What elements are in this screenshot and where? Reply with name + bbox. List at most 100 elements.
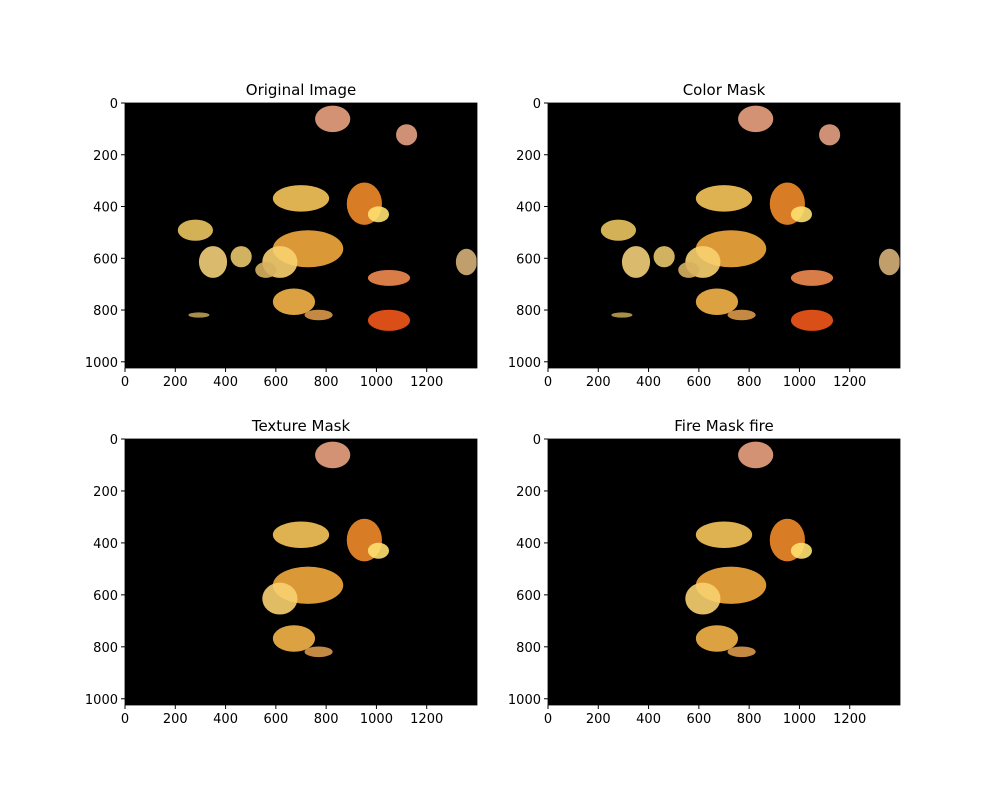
image-region: [304, 646, 333, 658]
y-tick-label: 400: [93, 537, 118, 552]
y-tick-label: 600: [93, 252, 118, 267]
x-tick-label: 1200: [833, 712, 866, 727]
image-region: [790, 309, 834, 331]
image-region: [727, 646, 756, 658]
image-region: [790, 269, 834, 286]
image-region: [621, 246, 651, 278]
image-region: [198, 246, 228, 278]
subplot-title: Fire Mask fire: [674, 417, 773, 435]
y-tick-label: 0: [110, 97, 118, 112]
image-region: [272, 625, 316, 652]
image-region: [177, 219, 213, 241]
y-tick-label: 1000: [85, 693, 118, 708]
y-tick-label: 200: [516, 149, 541, 164]
image-region: [790, 206, 812, 223]
subplot-title: Texture Mask: [251, 417, 351, 435]
image-region: [678, 262, 700, 278]
x-tick-label: 800: [314, 712, 339, 727]
x-tick-label: 800: [737, 375, 762, 390]
image-region: [367, 206, 389, 223]
axes-frame: [547, 102, 901, 369]
image-region: [188, 312, 210, 318]
x-tick-label: 200: [586, 712, 611, 727]
image-region: [738, 105, 774, 133]
image-region: [695, 521, 753, 549]
y-tick-label: 600: [516, 252, 541, 267]
y-tick-label: 0: [110, 433, 118, 448]
y-tick-label: 0: [533, 97, 541, 112]
image-region: [367, 269, 411, 286]
y-tick-label: 1000: [508, 693, 541, 708]
y-tick-label: 0: [533, 433, 541, 448]
subplot: Original Image 0 200 400 600 800 1000 1200 0 200 4…: [85, 81, 478, 390]
image-region: [695, 625, 739, 652]
y-tick-label: 800: [93, 641, 118, 656]
image-region: [738, 441, 774, 469]
x-tick-label: 200: [586, 375, 611, 390]
x-tick-label: 1200: [410, 375, 443, 390]
x-tick-label: 1000: [360, 712, 393, 727]
image-region: [262, 582, 298, 615]
x-tick-label: 600: [686, 375, 711, 390]
image-region: [790, 542, 812, 559]
y-tick-label: 600: [516, 589, 541, 604]
y-tick-label: 400: [93, 201, 118, 216]
image-region: [255, 262, 277, 278]
axes-frame: [547, 438, 901, 706]
x-tick-label: 0: [544, 375, 552, 390]
y-tick-label: 1000: [85, 356, 118, 371]
x-tick-label: 800: [737, 712, 762, 727]
x-tick-label: 0: [544, 712, 552, 727]
y-tick-label: 400: [516, 201, 541, 216]
image-region: [230, 246, 252, 268]
subplot-title: Color Mask: [683, 81, 766, 99]
axes-frame: [124, 102, 478, 369]
subplot: Texture Mask 0 200 400 600 800 1000 1200 0 200 400…: [85, 417, 478, 727]
axes-frame: [124, 438, 478, 706]
image-region: [315, 441, 351, 469]
x-tick-label: 400: [213, 712, 238, 727]
y-tick-label: 800: [516, 641, 541, 656]
x-tick-label: 1200: [410, 712, 443, 727]
y-tick-label: 800: [516, 304, 541, 319]
image-region: [272, 288, 316, 315]
image-region: [727, 309, 756, 321]
x-tick-label: 600: [263, 375, 288, 390]
y-tick-label: 400: [516, 537, 541, 552]
image-region: [272, 521, 330, 549]
subplot-title: Original Image: [246, 81, 356, 99]
image-region: [367, 309, 411, 331]
x-tick-label: 200: [163, 712, 188, 727]
image-region: [272, 185, 330, 212]
x-tick-label: 1000: [783, 712, 816, 727]
y-tick-label: 600: [93, 589, 118, 604]
image-region: [367, 542, 389, 559]
x-tick-label: 0: [121, 712, 129, 727]
image-region: [653, 246, 675, 268]
x-tick-label: 1000: [783, 375, 816, 390]
x-tick-label: 400: [213, 375, 238, 390]
x-tick-label: 0: [121, 375, 129, 390]
image-region: [455, 248, 477, 276]
image-region: [600, 219, 637, 241]
y-tick-label: 800: [93, 304, 118, 319]
x-tick-label: 400: [636, 375, 661, 390]
image-region: [819, 124, 841, 146]
y-tick-label: 200: [93, 485, 118, 500]
image-region: [695, 288, 739, 315]
y-tick-label: 1000: [508, 356, 541, 371]
x-tick-label: 800: [314, 375, 339, 390]
image-region: [878, 248, 900, 276]
image-region: [685, 582, 721, 615]
image-region: [304, 309, 333, 321]
x-tick-label: 200: [163, 375, 188, 390]
image-region: [315, 105, 351, 133]
y-tick-label: 200: [516, 485, 541, 500]
x-tick-label: 1000: [360, 375, 393, 390]
x-tick-label: 600: [263, 712, 288, 727]
image-region: [396, 124, 418, 146]
image-region: [695, 185, 753, 212]
x-tick-label: 600: [686, 712, 711, 727]
